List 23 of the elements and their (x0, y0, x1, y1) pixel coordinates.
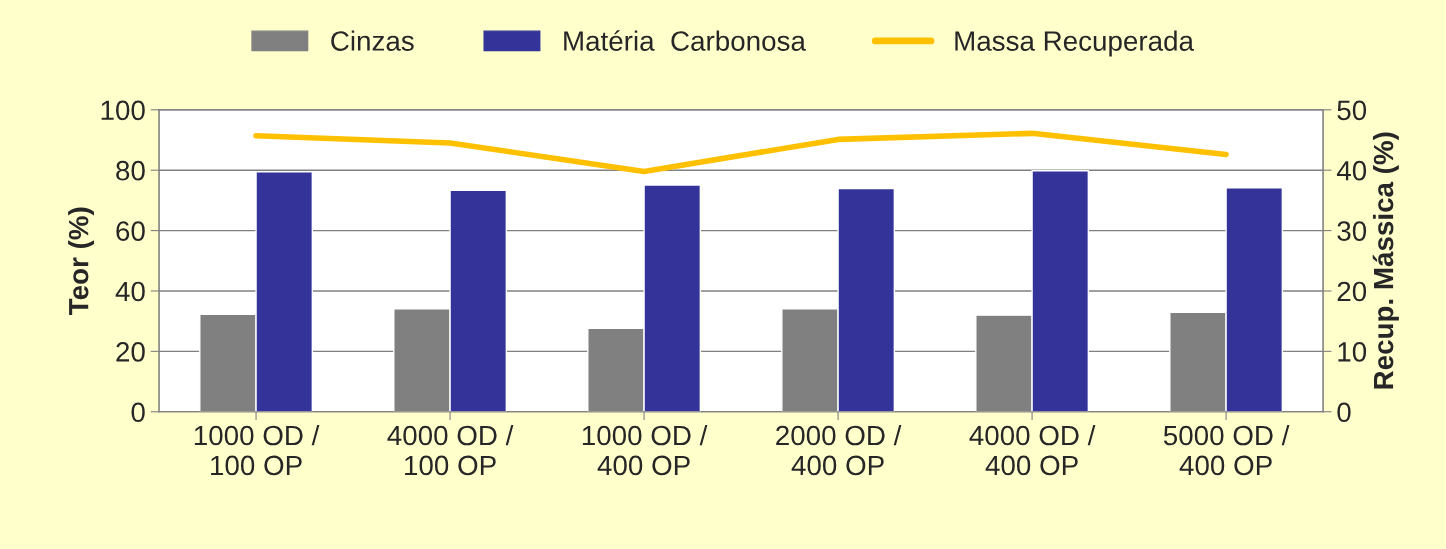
y2-tick-label: 10 (1338, 342, 1367, 362)
y-tick-label: 40 (115, 281, 145, 302)
y2-axis-title: Recup. Mássica (%) (1372, 132, 1399, 389)
y2-tick-label: 30 (1337, 221, 1367, 241)
x-tick-label: 1000 OD / 100 OP (194, 424, 320, 476)
y2-tick-label: 50 (1337, 100, 1367, 121)
legend-label: Massa Recuperada (955, 30, 1194, 57)
y-tick-label: 80 (116, 160, 145, 181)
y-tick-label: 20 (116, 342, 145, 362)
y-tick-label: 60 (116, 221, 145, 241)
y-tick-label: 100 (101, 100, 145, 121)
x-tick-label: 4000 OD / 400 OP (969, 424, 1096, 476)
y2-tick-label: 20 (1337, 281, 1367, 302)
x-tick-label: 5000 OD / 400 OP (1163, 424, 1290, 476)
x-tick-label: 4000 OD / 100 OP (387, 424, 514, 476)
y2-tick-label: 40 (1336, 160, 1367, 181)
legend-label: Cinzas (331, 30, 414, 51)
y-tick-label: 0 (131, 402, 145, 423)
legend-label: Matéria Carbonosa (564, 30, 806, 51)
x-tick-label: 2000 OD / 400 OP (776, 424, 902, 476)
y-axis-title: Teor (%) (68, 207, 94, 315)
y2-tick-label: 0 (1337, 402, 1351, 423)
x-tick-label: 1000 OD / 400 OP (582, 424, 708, 476)
